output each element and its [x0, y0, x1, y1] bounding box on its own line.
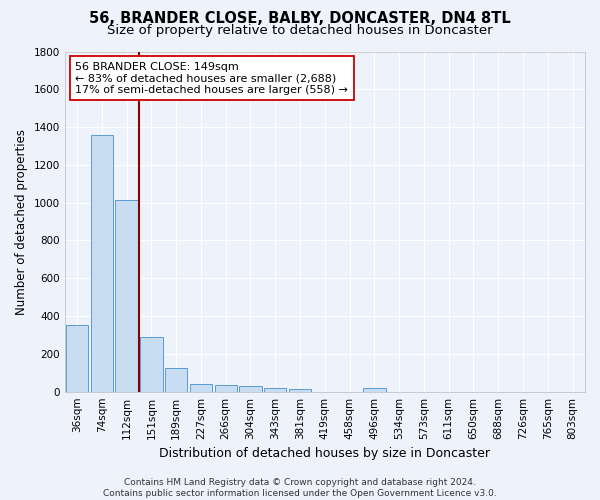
X-axis label: Distribution of detached houses by size in Doncaster: Distribution of detached houses by size … — [160, 447, 490, 460]
Bar — [363, 388, 386, 392]
Bar — [190, 384, 212, 392]
Bar — [66, 324, 88, 392]
Bar — [140, 337, 163, 392]
Text: Contains HM Land Registry data © Crown copyright and database right 2024.
Contai: Contains HM Land Registry data © Crown c… — [103, 478, 497, 498]
Y-axis label: Number of detached properties: Number of detached properties — [15, 128, 28, 314]
Bar — [215, 385, 237, 392]
Bar — [115, 200, 138, 392]
Text: 56, BRANDER CLOSE, BALBY, DONCASTER, DN4 8TL: 56, BRANDER CLOSE, BALBY, DONCASTER, DN4… — [89, 11, 511, 26]
Text: 56 BRANDER CLOSE: 149sqm
← 83% of detached houses are smaller (2,688)
17% of sem: 56 BRANDER CLOSE: 149sqm ← 83% of detach… — [75, 62, 348, 95]
Bar — [165, 368, 187, 392]
Text: Size of property relative to detached houses in Doncaster: Size of property relative to detached ho… — [107, 24, 493, 37]
Bar — [289, 389, 311, 392]
Bar — [91, 134, 113, 392]
Bar — [239, 386, 262, 392]
Bar — [264, 388, 286, 392]
